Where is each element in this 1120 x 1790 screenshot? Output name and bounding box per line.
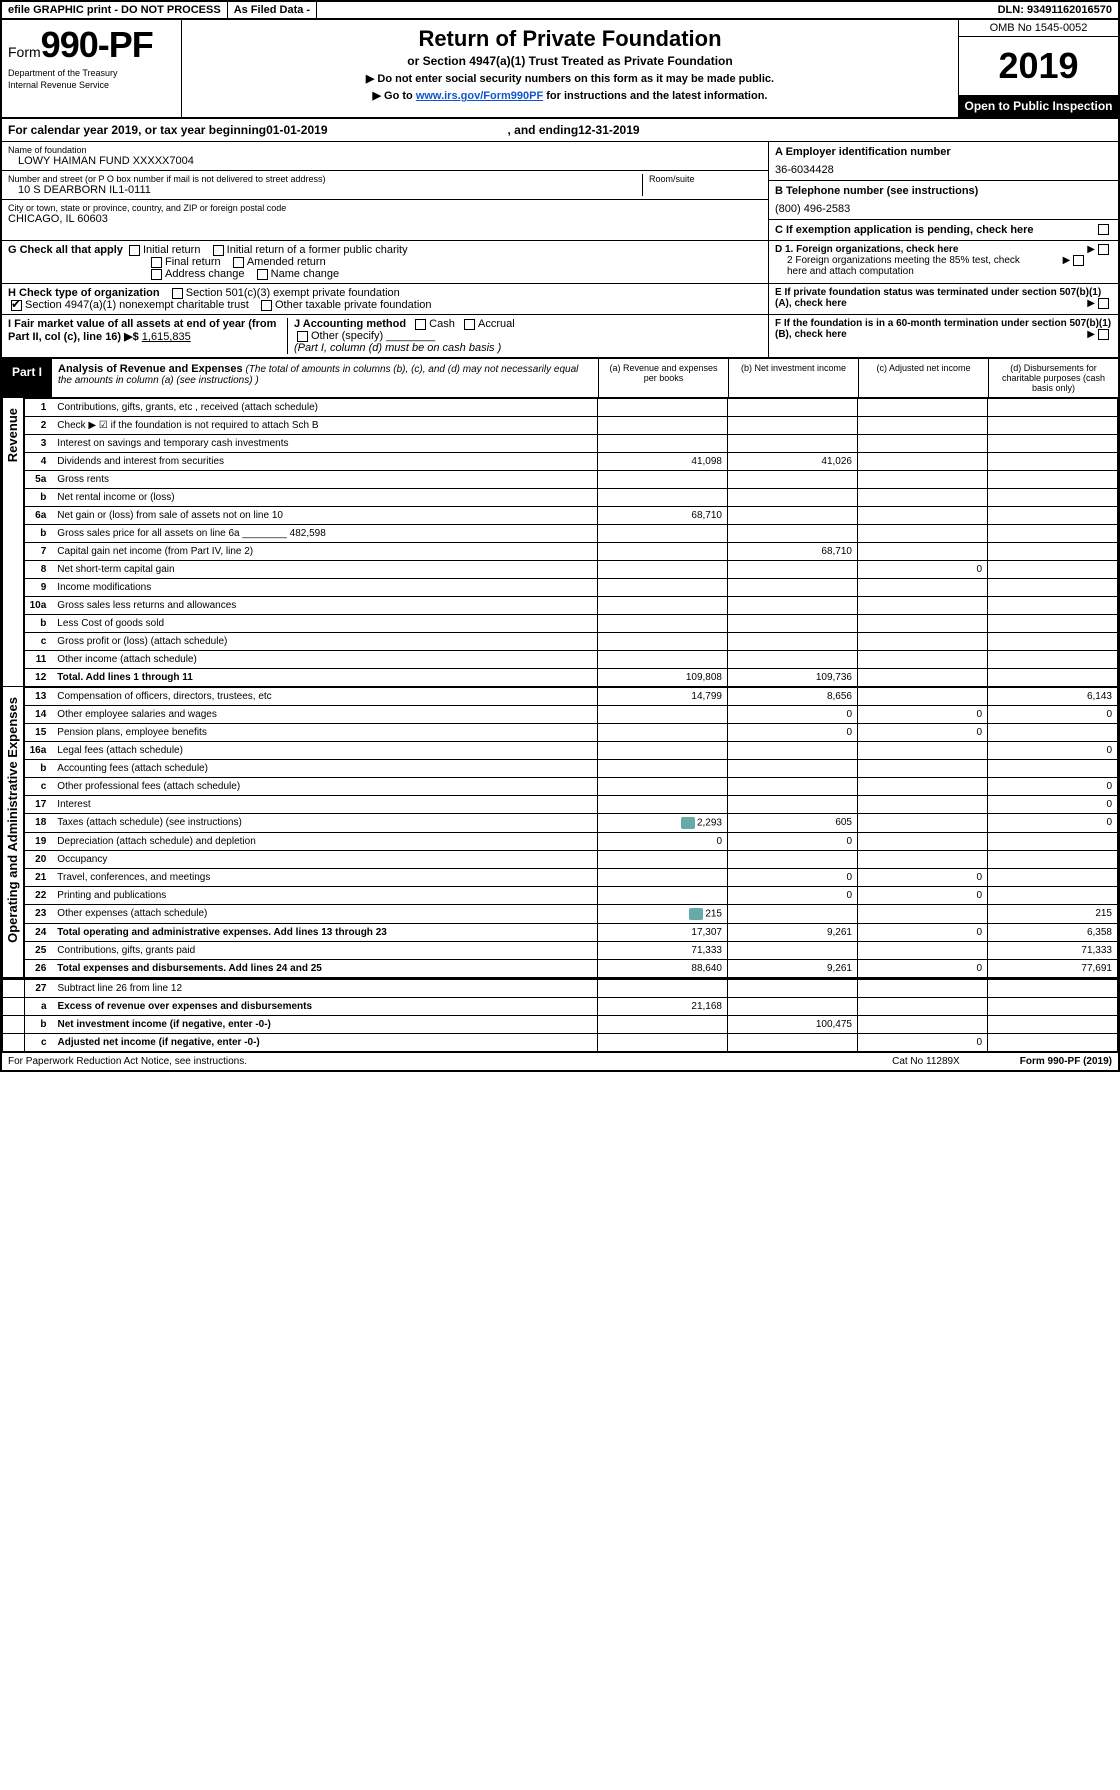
phone-cell: B Telephone number (see instructions) (8…: [769, 181, 1118, 220]
top-bar: efile GRAPHIC print - DO NOT PROCESS As …: [2, 2, 1118, 20]
table-row: bNet investment income (if negative, ent…: [3, 1016, 1118, 1034]
table-row: 23Other expenses (attach schedule)215215: [24, 905, 1117, 924]
table-row: aExcess of revenue over expenses and dis…: [3, 998, 1118, 1016]
row-ij: I Fair market value of all assets at end…: [2, 315, 1118, 357]
table-row: bAccounting fees (attach schedule): [24, 760, 1117, 778]
dln-cell: DLN: 93491162016570: [992, 2, 1118, 18]
part1-header: Part I Analysis of Revenue and Expenses …: [2, 357, 1118, 398]
table-row: 10aGross sales less returns and allowanc…: [24, 597, 1117, 615]
table-row: 9Income modifications: [24, 579, 1117, 597]
table-row: bLess Cost of goods sold: [24, 615, 1117, 633]
table-row: 19Depreciation (attach schedule) and dep…: [24, 833, 1117, 851]
table-row: 27Subtract line 26 from line 12: [3, 979, 1118, 998]
table-row: 20Occupancy: [24, 851, 1117, 869]
expenses-table: 13Compensation of officers, directors, t…: [24, 687, 1118, 978]
exemption-cell: C If exemption application is pending, c…: [769, 220, 1118, 240]
info-block: Name of foundation LOWY HAIMAN FUND XXXX…: [2, 142, 1118, 241]
attachment-icon[interactable]: [689, 908, 703, 920]
table-row: 2Check ▶ ☑ if the foundation is not requ…: [24, 417, 1117, 435]
table-row: 5aGross rents: [24, 471, 1117, 489]
header-left: Form990-PF Department of the Treasury In…: [2, 20, 182, 117]
header-right: OMB No 1545-0052 2019 Open to Public Ins…: [958, 20, 1118, 117]
header-mid: Return of Private Foundation or Section …: [182, 20, 958, 117]
table-row: cOther professional fees (attach schedul…: [24, 778, 1117, 796]
row-h: H Check type of organization Section 501…: [2, 284, 1118, 315]
table-row: 18Taxes (attach schedule) (see instructi…: [24, 814, 1117, 833]
revenue-section: Revenue 1Contributions, gifts, grants, e…: [2, 398, 1118, 687]
table-row: 24Total operating and administrative exp…: [24, 924, 1117, 942]
table-row: 3Interest on savings and temporary cash …: [24, 435, 1117, 453]
table-row: 4Dividends and interest from securities4…: [24, 453, 1117, 471]
table-row: 26Total expenses and disbursements. Add …: [24, 960, 1117, 978]
table-row: 16aLegal fees (attach schedule)0: [24, 742, 1117, 760]
table-row: 8Net short-term capital gain0: [24, 561, 1117, 579]
efile-label: efile GRAPHIC print - DO NOT PROCESS: [2, 2, 228, 18]
form-page: efile GRAPHIC print - DO NOT PROCESS As …: [0, 0, 1120, 1072]
table-row: 21Travel, conferences, and meetings00: [24, 869, 1117, 887]
checkbox-4947[interactable]: [11, 300, 22, 311]
table-row: 7Capital gain net income (from Part IV, …: [24, 543, 1117, 561]
row-g: G Check all that apply Initial return In…: [2, 241, 1118, 284]
irs-link[interactable]: www.irs.gov/Form990PF: [416, 90, 543, 102]
table-row: 6aNet gain or (loss) from sale of assets…: [24, 507, 1117, 525]
calendar-year-row: For calendar year 2019, or tax year begi…: [2, 119, 1118, 142]
header: Form990-PF Department of the Treasury In…: [2, 20, 1118, 119]
footer: For Paperwork Reduction Act Notice, see …: [2, 1052, 1118, 1070]
city-row: City or town, state or province, country…: [2, 200, 768, 228]
table-row: cAdjusted net income (if negative, enter…: [3, 1034, 1118, 1052]
table-row: 1Contributions, gifts, grants, etc , rec…: [24, 399, 1117, 417]
table-row: 15Pension plans, employee benefits00: [24, 724, 1117, 742]
attachment-icon[interactable]: [681, 817, 695, 829]
table-row: cGross profit or (loss) (attach schedule…: [24, 633, 1117, 651]
bottom-table: 27Subtract line 26 from line 12aExcess o…: [2, 978, 1118, 1052]
expenses-section: Operating and Administrative Expenses 13…: [2, 687, 1118, 978]
table-row: 13Compensation of officers, directors, t…: [24, 688, 1117, 706]
asfiled-label: As Filed Data -: [228, 2, 317, 18]
table-row: 25Contributions, gifts, grants paid71,33…: [24, 942, 1117, 960]
table-row: bGross sales price for all assets on lin…: [24, 525, 1117, 543]
address-row: Number and street (or P O box number if …: [2, 171, 768, 200]
ein-cell: A Employer identification number 36-6034…: [769, 142, 1118, 181]
table-row: 11Other income (attach schedule): [24, 651, 1117, 669]
table-row: 22Printing and publications00: [24, 887, 1117, 905]
table-row: bNet rental income or (loss): [24, 489, 1117, 507]
table-row: 17Interest0: [24, 796, 1117, 814]
table-row: 14Other employee salaries and wages000: [24, 706, 1117, 724]
foundation-name: Name of foundation LOWY HAIMAN FUND XXXX…: [2, 142, 768, 171]
revenue-table: 1Contributions, gifts, grants, etc , rec…: [24, 398, 1118, 687]
table-row: 12Total. Add lines 1 through 11109,80810…: [24, 669, 1117, 687]
checkbox-c[interactable]: [1098, 224, 1109, 235]
